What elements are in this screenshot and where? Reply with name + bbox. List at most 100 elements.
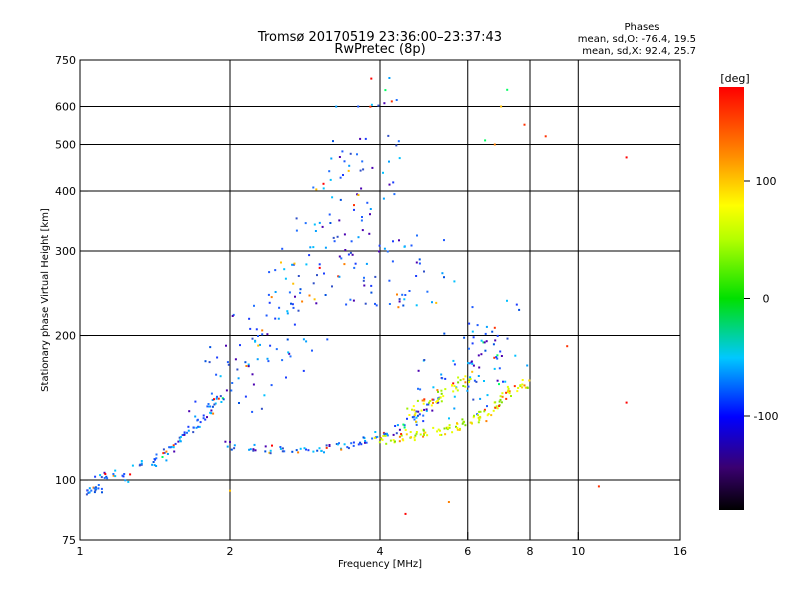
data-point	[308, 254, 311, 257]
data-point	[166, 453, 169, 455]
data-point	[413, 418, 416, 421]
data-point	[374, 302, 376, 305]
data-point	[457, 376, 460, 379]
data-point	[490, 414, 493, 417]
data-point	[411, 408, 413, 411]
x-tick-label: 1	[77, 545, 84, 558]
data-point	[483, 341, 486, 344]
data-point	[463, 336, 466, 339]
data-point	[177, 440, 180, 443]
data-point	[138, 464, 141, 467]
data-point	[415, 432, 418, 435]
data-point	[447, 426, 449, 429]
data-point	[198, 425, 201, 428]
data-point	[423, 433, 425, 436]
data-point	[461, 418, 464, 421]
data-point	[207, 403, 210, 405]
data-point	[341, 150, 344, 153]
data-point	[321, 225, 324, 228]
data-point	[297, 309, 300, 312]
data-point	[315, 188, 318, 191]
data-point	[442, 395, 445, 398]
data-point	[371, 166, 374, 169]
data-point	[308, 294, 311, 297]
data-point	[519, 384, 522, 387]
data-point	[293, 323, 296, 326]
data-point	[287, 351, 290, 354]
data-point	[343, 160, 346, 163]
data-point	[333, 240, 336, 243]
data-point	[357, 443, 360, 446]
data-point	[361, 229, 364, 232]
data-point	[422, 435, 425, 438]
data-point	[312, 246, 315, 249]
data-point	[422, 429, 425, 432]
data-point	[274, 317, 277, 320]
data-point	[202, 417, 205, 420]
data-point	[469, 421, 472, 424]
data-point	[521, 383, 524, 386]
data-point	[343, 233, 346, 236]
data-point	[297, 451, 300, 454]
data-point	[473, 414, 475, 417]
data-point	[421, 399, 424, 402]
data-point	[468, 381, 470, 383]
data-point	[478, 410, 481, 413]
data-point	[382, 435, 385, 437]
data-point	[279, 447, 282, 450]
data-point	[378, 441, 381, 444]
data-point	[398, 298, 401, 301]
data-point	[469, 376, 472, 379]
data-point	[415, 275, 418, 277]
data-point	[347, 447, 350, 450]
data-point	[396, 293, 398, 296]
data-point	[290, 302, 292, 305]
x-axis-label: Frequency [MHz]	[338, 559, 422, 570]
data-point	[179, 436, 182, 438]
data-point	[383, 247, 386, 250]
data-point	[384, 89, 387, 92]
data-point	[406, 417, 408, 420]
data-point	[281, 247, 284, 250]
data-point	[524, 386, 527, 389]
data-point	[383, 432, 386, 435]
data-point	[493, 326, 496, 329]
data-point	[328, 213, 331, 216]
data-point	[257, 335, 259, 337]
data-point	[343, 443, 346, 446]
data-point	[459, 427, 461, 430]
data-point	[437, 390, 439, 393]
data-point	[377, 104, 380, 107]
data-point	[197, 425, 200, 428]
data-point	[375, 304, 378, 307]
data-point	[496, 354, 499, 357]
data-point	[362, 436, 365, 439]
data-point	[444, 433, 447, 436]
data-point	[456, 428, 459, 431]
data-point	[423, 432, 425, 435]
data-point	[181, 434, 184, 436]
data-point	[244, 361, 247, 364]
data-point	[504, 380, 507, 383]
data-point	[362, 279, 365, 282]
data-point	[342, 174, 344, 176]
data-point	[412, 405, 415, 408]
data-point	[471, 330, 474, 333]
data-point	[507, 389, 510, 392]
data-point	[196, 418, 199, 421]
data-point	[479, 410, 482, 413]
data-point	[426, 403, 428, 406]
data-point	[468, 362, 471, 365]
data-point	[249, 448, 252, 451]
data-point	[249, 327, 252, 330]
data-point	[441, 272, 444, 275]
data-point	[398, 440, 401, 443]
data-point	[112, 474, 115, 477]
data-point	[224, 440, 227, 443]
y-tick-label: 75	[62, 534, 76, 547]
data-point	[506, 390, 509, 393]
data-point	[417, 387, 419, 390]
data-point	[357, 236, 360, 239]
data-point	[350, 442, 353, 445]
data-point	[478, 419, 481, 421]
